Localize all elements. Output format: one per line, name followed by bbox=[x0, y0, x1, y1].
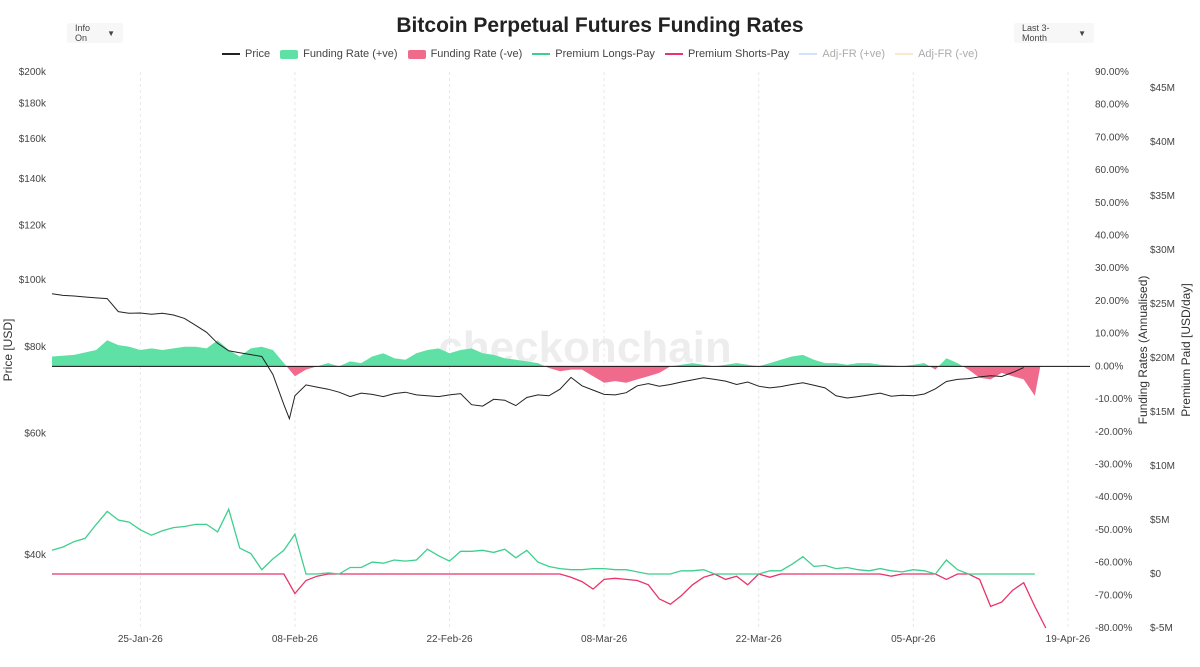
price-line bbox=[51, 293, 1024, 421]
premium-tick-label: $-5M bbox=[1150, 623, 1173, 634]
premium-tick-label: $30M bbox=[1150, 245, 1175, 256]
funding-tick-label: 70.00% bbox=[1095, 132, 1129, 143]
legend-item-adj-fr-ve[interactable]: Adj-FR (+ve) bbox=[799, 48, 885, 60]
premium-axis-title: Premium Paid [USD/day] bbox=[1179, 283, 1193, 416]
legend-label: Adj-FR (+ve) bbox=[822, 48, 886, 60]
funding-tick-label: 60.00% bbox=[1095, 165, 1129, 176]
x-tick-label: 22-Mar-26 bbox=[736, 634, 783, 645]
legend-swatch bbox=[407, 49, 426, 59]
premium-tick-label: $35M bbox=[1150, 191, 1175, 202]
premium-tick-label: $40M bbox=[1150, 137, 1175, 148]
premium-tick-label: $10M bbox=[1150, 461, 1175, 472]
info-toggle-label: Info On bbox=[75, 23, 91, 43]
legend-label: Funding Rate (-ve) bbox=[430, 48, 523, 60]
premium-tick-label: $0 bbox=[1150, 569, 1162, 580]
funding-tick-label: -20.00% bbox=[1095, 427, 1132, 438]
price-axis-title: Price [USD] bbox=[1, 319, 15, 382]
funding-tick-label: 80.00% bbox=[1095, 100, 1129, 111]
premium-tick-label: $5M bbox=[1150, 515, 1169, 526]
legend-swatch bbox=[532, 53, 551, 55]
price-tick-label: $40k bbox=[24, 550, 47, 561]
chart-legend: Price Funding Rate (+ve) Funding Rate (-ve… bbox=[0, 48, 1200, 60]
price-tick-label: $140k bbox=[19, 174, 47, 185]
funding-tick-label: 50.00% bbox=[1095, 198, 1129, 209]
legend-item-price[interactable]: Price bbox=[222, 48, 270, 60]
funding-tick-label: 0.00% bbox=[1095, 361, 1123, 372]
funding-tick-label: -50.00% bbox=[1095, 525, 1132, 536]
x-tick-label: 08-Feb-26 bbox=[272, 634, 319, 645]
legend-label: Adj-FR (-ve) bbox=[918, 48, 978, 60]
premium-tick-label: $45M bbox=[1150, 83, 1175, 94]
legend-label: Premium Shorts-Pay bbox=[687, 48, 790, 60]
funding-tick-label: 40.00% bbox=[1095, 231, 1129, 242]
funding-tick-label: -30.00% bbox=[1095, 459, 1132, 470]
info-toggle-dropdown[interactable]: Info On ▼ bbox=[67, 23, 123, 43]
time-range-label: Last 3-Month bbox=[1022, 23, 1050, 43]
premium-tick-label: $15M bbox=[1150, 407, 1175, 418]
legend-label: Premium Longs-Pay bbox=[555, 48, 655, 60]
legend-swatch bbox=[799, 53, 818, 55]
funding-tick-label: -40.00% bbox=[1095, 492, 1132, 503]
funding-rate-negative-area bbox=[52, 366, 1041, 396]
x-tick-label: 08-Mar-26 bbox=[581, 634, 628, 645]
x-tick-label: 22-Feb-26 bbox=[426, 634, 473, 645]
funding-tick-label: 90.00% bbox=[1095, 67, 1129, 78]
price-tick-label: $180k bbox=[19, 99, 47, 110]
funding-tick-label: 10.00% bbox=[1095, 329, 1129, 340]
funding-axis-title: Funding Rates (Annualised) bbox=[1136, 276, 1150, 425]
funding-rate-positive-area bbox=[52, 340, 964, 367]
legend-item-adj-fr-ve[interactable]: Adj-FR (-ve) bbox=[895, 48, 978, 60]
funding-tick-label: 30.00% bbox=[1095, 263, 1129, 274]
price-tick-label: $200k bbox=[19, 67, 47, 78]
price-tick-label: $80k bbox=[24, 342, 47, 353]
chevron-down-icon: ▼ bbox=[1078, 28, 1086, 38]
legend-swatch bbox=[280, 49, 299, 59]
price-tick-label: $160k bbox=[19, 134, 47, 145]
price-tick-label: $100k bbox=[19, 275, 47, 286]
chevron-down-icon: ▼ bbox=[107, 28, 115, 38]
funding-tick-label: 20.00% bbox=[1095, 296, 1129, 307]
chart-title: Bitcoin Perpetual Futures Funding Rates bbox=[396, 14, 804, 37]
legend-item-premium-shorts-pay[interactable]: Premium Shorts-Pay bbox=[664, 48, 790, 60]
funding-tick-label: -80.00% bbox=[1095, 623, 1132, 634]
premium-tick-label: $25M bbox=[1150, 299, 1175, 310]
premium-tick-label: $20M bbox=[1150, 353, 1175, 364]
legend-item-premium-longs-pay[interactable]: Premium Longs-Pay bbox=[532, 48, 655, 60]
time-range-dropdown[interactable]: Last 3-Month ▼ bbox=[1014, 23, 1094, 43]
x-tick-label: 19-Apr-26 bbox=[1046, 634, 1091, 645]
premium-shorts-pay-line bbox=[52, 573, 1047, 629]
funding-tick-label: -60.00% bbox=[1095, 558, 1132, 569]
legend-label: Price bbox=[245, 48, 271, 60]
funding-tick-label: -70.00% bbox=[1095, 590, 1132, 601]
x-tick-label: 25-Jan-26 bbox=[118, 634, 163, 645]
legend-swatch bbox=[664, 53, 683, 55]
legend-item-funding-rate-ve[interactable]: Funding Rate (-ve) bbox=[407, 48, 523, 60]
legend-swatch bbox=[222, 53, 241, 55]
x-tick-label: 05-Apr-26 bbox=[891, 634, 936, 645]
legend-item-funding-rate-ve[interactable]: Funding Rate (+ve) bbox=[280, 48, 398, 60]
premium-longs-pay-line bbox=[51, 507, 1035, 575]
legend-label: Funding Rate (+ve) bbox=[303, 48, 398, 60]
price-tick-label: $60k bbox=[24, 428, 47, 439]
funding-tick-label: -10.00% bbox=[1095, 394, 1132, 405]
price-tick-label: $120k bbox=[19, 220, 47, 231]
legend-swatch bbox=[895, 53, 914, 55]
